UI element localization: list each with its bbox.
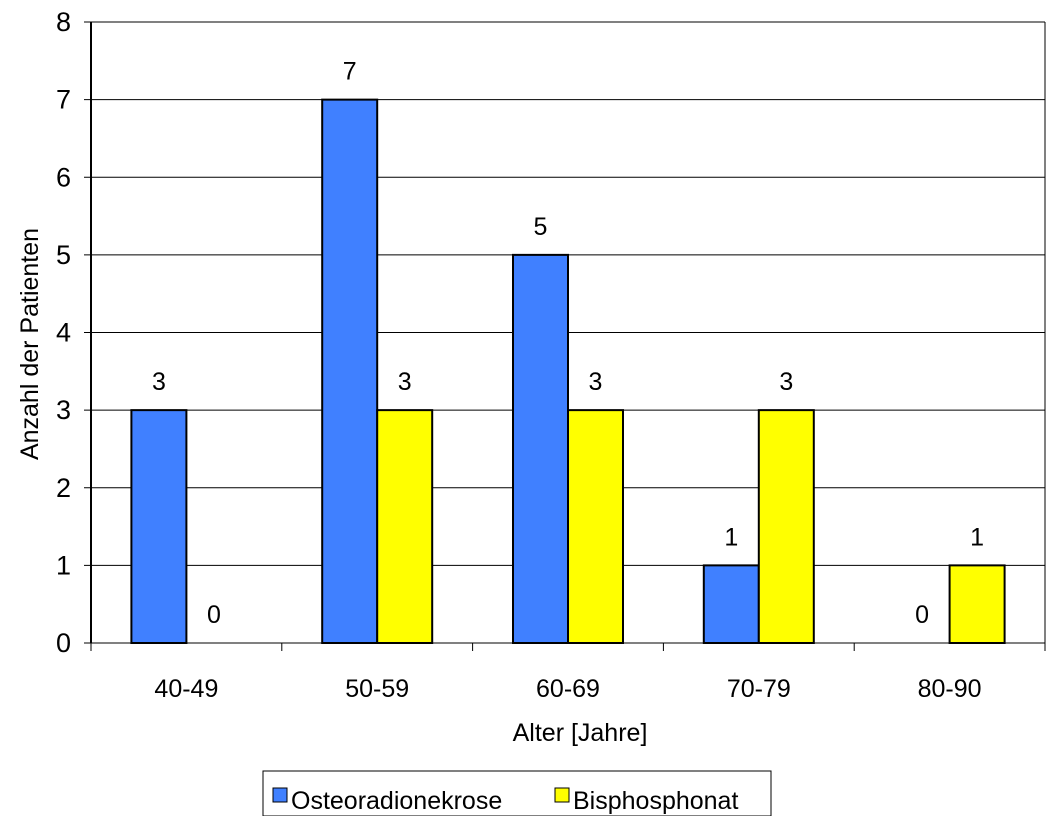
bar-osteoradionekrose-60-69 — [512, 253, 569, 644]
x-axis-title: Alter [Jahre] — [513, 719, 648, 747]
data-label: 5 — [534, 213, 548, 241]
y-tick-label: 1 — [56, 550, 71, 580]
legend-label-bisphosphonat: Bisphosphonat — [573, 787, 738, 815]
y-tick-label: 3 — [56, 395, 71, 425]
data-label: 3 — [152, 368, 166, 396]
y-tick-label: 4 — [56, 318, 71, 348]
data-label: 0 — [207, 601, 221, 629]
bar-osteoradionekrose-70-79 — [702, 564, 760, 644]
data-label: 3 — [589, 368, 603, 396]
bar-bisphosphonat-60-69 — [567, 409, 624, 644]
bar-bisphosphonat-80-90 — [948, 564, 1006, 644]
x-tick-label: 40-49 — [154, 675, 218, 703]
bars — [130, 98, 1006, 644]
y-tick-label: 8 — [56, 7, 71, 37]
y-tick-label: 6 — [56, 162, 71, 192]
bar-osteoradionekrose-50-59 — [321, 98, 379, 644]
legend: Osteoradionekrose Bisphosphonat — [262, 770, 772, 816]
data-labels: 3 7 5 1 0 0 3 3 3 1 — [152, 58, 984, 629]
x-tick-label: 60-69 — [536, 675, 600, 703]
legend-swatch-bisphosphonat — [554, 787, 570, 803]
y-tick-label: 7 — [56, 85, 71, 115]
data-label: 1 — [970, 523, 984, 551]
axes: 0 1 2 3 4 5 6 7 8 40-49 50-59 60-69 70-79 80-90 — [56, 7, 1046, 703]
y-tick-label: 0 — [56, 628, 71, 658]
x-tick-label: 70-79 — [727, 675, 791, 703]
bar-bisphosphonat-70-79 — [757, 409, 815, 644]
bar-bisphosphonat-50-59 — [376, 409, 434, 644]
y-axis-title: Anzahl der Patienten — [16, 228, 44, 460]
data-label: 1 — [724, 523, 738, 551]
x-tick-label: 80-90 — [918, 675, 982, 703]
data-label: 0 — [915, 601, 929, 629]
legend-swatch-osteoradionekrose — [272, 787, 288, 803]
x-tick-label: 50-59 — [345, 675, 409, 703]
data-label: 7 — [343, 58, 357, 86]
y-tick-label: 2 — [56, 473, 71, 503]
legend-box — [262, 770, 772, 816]
data-label: 3 — [779, 368, 793, 396]
bar-osteoradionekrose-40-49 — [130, 409, 188, 644]
y-tick-label: 5 — [56, 240, 71, 270]
data-label: 3 — [398, 368, 412, 396]
legend-label-osteoradionekrose: Osteoradionekrose — [291, 787, 502, 815]
